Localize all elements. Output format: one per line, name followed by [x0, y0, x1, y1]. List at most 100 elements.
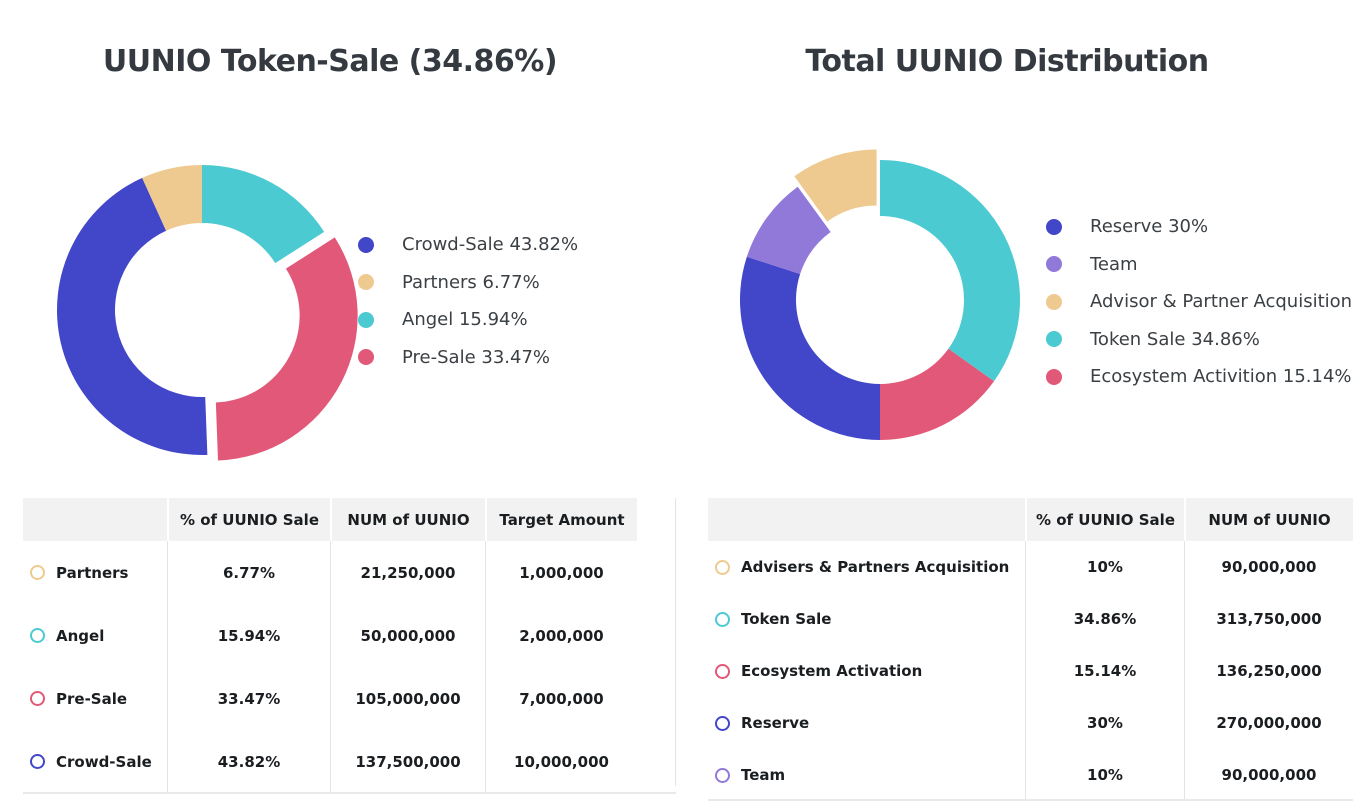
- column-header-target-amount: Target Amount: [485, 498, 637, 541]
- legend-label: Advisor & Partner Acquisition: [1090, 291, 1353, 313]
- table-cell: 10,000,000: [485, 730, 637, 793]
- legend-swatch-icon: [1046, 331, 1062, 348]
- legend-item-reserve-30[interactable]: Reserve 30%: [1046, 208, 1352, 246]
- legend-item-partners-6-77[interactable]: Partners 6.77%: [358, 264, 578, 302]
- table-cell: 105,000,000: [330, 667, 485, 730]
- legend-item-team[interactable]: Team: [1046, 246, 1352, 284]
- row-label: Advisers & Partners Acquisition: [741, 558, 1010, 576]
- column-header-blank: [708, 498, 1025, 541]
- token-sale-legend: Crowd-Sale 43.82% Partners 6.77% Angel 15.…: [358, 226, 578, 376]
- legend-item-ecosystem-activition-15-14[interactable]: Ecosystem Activition 15.14%: [1046, 358, 1352, 396]
- table-cell: 34.86%: [1025, 593, 1184, 645]
- row-marker-icon: [30, 691, 45, 706]
- column-header-num-of-uunio: NUM of UUNIO: [1184, 498, 1353, 541]
- row-marker-icon: [715, 767, 730, 783]
- donut-slice-ecosystem-activition[interactable]: [880, 348, 994, 440]
- legend-label: Angel 15.94%: [402, 309, 528, 331]
- table-cell: 30%: [1025, 697, 1184, 749]
- left-chart-title: UUNIO Token-Sale (34.86%): [102, 44, 558, 79]
- donut-slice-partners[interactable]: [142, 165, 202, 231]
- column-header-of-uunio-sale: % of UUNIO Sale: [167, 498, 330, 541]
- table-cell: 313,750,000: [1184, 593, 1353, 645]
- table-bottom-border: [708, 799, 1353, 801]
- donut-slice-pre-sale[interactable]: [215, 237, 358, 461]
- table-cell: 90,000,000: [1184, 541, 1353, 593]
- table-cell: 15.14%: [1025, 645, 1184, 697]
- table-row-partners: Partners 6.77% 21,250,000 1,000,000: [23, 541, 637, 604]
- row-label: Reserve: [741, 714, 810, 732]
- table-row-crowd-sale: Crowd-Sale 43.82% 137,500,000 10,000,000: [23, 730, 637, 793]
- legend-swatch-icon: [1046, 293, 1062, 310]
- row-label-cell: Token Sale: [708, 593, 1025, 645]
- row-label: Team: [741, 766, 786, 784]
- row-label-cell: Ecosystem Activation: [708, 645, 1025, 697]
- legend-swatch-icon: [358, 274, 374, 291]
- legend-swatch-icon: [1046, 256, 1062, 273]
- donut-slice-angel[interactable]: [202, 165, 325, 264]
- row-label: Partners: [56, 563, 129, 582]
- row-label-cell: Pre-Sale: [23, 667, 167, 730]
- legend-item-token-sale-34-86[interactable]: Token Sale 34.86%: [1046, 321, 1352, 359]
- table-cell: 50,000,000: [330, 604, 485, 667]
- legend-label: Partners 6.77%: [402, 271, 540, 293]
- column-header-blank: [23, 498, 167, 541]
- right-chart-title: Total UUNIO Distribution: [805, 44, 1209, 79]
- row-marker-icon: [30, 628, 45, 643]
- legend-label: Crowd-Sale 43.82%: [402, 234, 579, 256]
- distribution-table: % of UUNIO Sale NUM of UUNIO Advisers & Pa…: [708, 498, 1353, 801]
- row-marker-icon: [30, 565, 45, 580]
- row-marker-icon: [715, 715, 730, 731]
- distribution-legend: Reserve 30% Team Advisor & Partner Acquisi…: [1046, 208, 1352, 396]
- table-header-row: % of UUNIO Sale NUM of UUNIO Target Amount: [23, 498, 637, 541]
- table-row-angel: Angel 15.94% 50,000,000 2,000,000: [23, 604, 637, 667]
- legend-label: Reserve 30%: [1090, 216, 1209, 238]
- table-cell: 43.82%: [167, 730, 330, 793]
- table-bottom-border: [23, 792, 676, 794]
- legend-item-angel-15-94[interactable]: Angel 15.94%: [358, 301, 578, 339]
- distribution-donut-chart: [740, 149, 1020, 440]
- legend-swatch-icon: [1046, 368, 1062, 385]
- table-cell: 136,250,000: [1184, 645, 1353, 697]
- row-label-cell: Reserve: [708, 697, 1025, 749]
- table-cell: 137,500,000: [330, 730, 485, 793]
- table-cell: 2,000,000: [485, 604, 637, 667]
- table-cell: 90,000,000: [1184, 749, 1353, 801]
- donut-slice-team[interactable]: [746, 186, 831, 275]
- table-cell: 6.77%: [167, 541, 330, 604]
- table-cell: 1,000,000: [485, 541, 637, 604]
- row-label: Crowd-Sale: [56, 752, 152, 771]
- legend-item-pre-sale-33-47[interactable]: Pre-Sale 33.47%: [358, 339, 578, 377]
- row-label-cell: Partners: [23, 541, 167, 604]
- row-marker-icon: [715, 611, 730, 627]
- table-header-row: % of UUNIO Sale NUM of UUNIO: [708, 498, 1353, 541]
- legend-swatch-icon: [1046, 218, 1062, 235]
- row-label: Angel: [56, 626, 105, 645]
- row-label-cell: Crowd-Sale: [23, 730, 167, 793]
- legend-label: Ecosystem Activition 15.14%: [1090, 366, 1352, 388]
- row-label: Pre-Sale: [56, 689, 128, 708]
- table-row-ecosystem-activation: Ecosystem Activation 15.14% 136,250,000: [708, 645, 1353, 697]
- legend-item-crowd-sale-43-82[interactable]: Crowd-Sale 43.82%: [358, 226, 578, 264]
- legend-label: Token Sale 34.86%: [1090, 328, 1260, 350]
- row-marker-icon: [715, 559, 730, 575]
- legend-item-advisor-partner-acquisition[interactable]: Advisor & Partner Acquisition: [1046, 283, 1352, 321]
- table-row-advisers-partners-acquisition: Advisers & Partners Acquisition 10% 90,000…: [708, 541, 1353, 593]
- table-cell: 7,000,000: [485, 667, 637, 730]
- row-marker-icon: [715, 663, 730, 679]
- row-label: Ecosystem Activation: [741, 662, 923, 680]
- legend-label: Pre-Sale 33.47%: [402, 346, 550, 368]
- table-cell: 10%: [1025, 749, 1184, 801]
- table-cell: 33.47%: [167, 667, 330, 730]
- token-sale-donut-chart: [56, 165, 358, 461]
- table-row-reserve: Reserve 30% 270,000,000: [708, 697, 1353, 749]
- row-label-cell: Team: [708, 749, 1025, 801]
- row-label: Token Sale: [741, 610, 832, 628]
- donut-slice-advisor-partner-acquisition[interactable]: [794, 149, 877, 222]
- table-row-token-sale: Token Sale 34.86% 313,750,000: [708, 593, 1353, 645]
- donut-slice-reserve[interactable]: [740, 256, 880, 440]
- donut-slice-token-sale[interactable]: [880, 160, 1020, 382]
- row-label-cell: Advisers & Partners Acquisition: [708, 541, 1025, 593]
- donut-slice-crowd-sale[interactable]: [56, 177, 208, 456]
- row-marker-icon: [30, 754, 45, 769]
- legend-swatch-icon: [358, 311, 374, 328]
